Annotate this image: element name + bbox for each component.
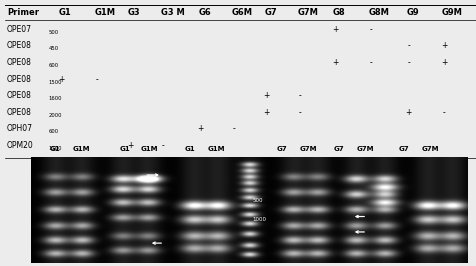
Text: G3: G3 <box>127 8 140 17</box>
Text: G7: G7 <box>333 146 343 152</box>
Text: OPH07: OPH07 <box>6 124 32 134</box>
Text: -: - <box>298 108 301 117</box>
Text: +: + <box>440 41 446 51</box>
Text: G1M: G1M <box>94 8 115 17</box>
Text: 600: 600 <box>49 63 59 68</box>
Text: G7M: G7M <box>299 146 316 152</box>
Text: +: + <box>440 58 446 67</box>
Text: G1: G1 <box>119 146 130 152</box>
Text: 2000: 2000 <box>49 113 62 118</box>
Text: 1600: 1600 <box>49 96 62 101</box>
Text: G7: G7 <box>398 146 408 152</box>
Text: G1M: G1M <box>208 146 225 152</box>
Text: -: - <box>232 124 235 134</box>
Text: G9: G9 <box>405 8 418 17</box>
Text: 450: 450 <box>49 47 59 51</box>
Text: G6: G6 <box>198 8 211 17</box>
Text: -: - <box>368 58 371 67</box>
Text: G8: G8 <box>332 8 345 17</box>
Text: 1000: 1000 <box>252 217 266 222</box>
Text: +: + <box>263 91 269 100</box>
Text: +: + <box>331 25 338 34</box>
Text: G7M: G7M <box>356 146 373 152</box>
Text: +: + <box>405 108 411 117</box>
Text: 600: 600 <box>49 129 59 134</box>
Text: 1500: 1500 <box>49 80 62 85</box>
Text: Primer: Primer <box>7 8 39 17</box>
Text: -: - <box>407 58 409 67</box>
Text: G7: G7 <box>276 146 287 152</box>
Text: -: - <box>95 75 98 84</box>
Text: OPE08: OPE08 <box>6 108 31 117</box>
Text: +: + <box>331 58 338 67</box>
Text: -: - <box>407 41 409 51</box>
Text: +: + <box>58 75 64 84</box>
Text: OPM20: OPM20 <box>6 141 33 150</box>
Text: OPE08: OPE08 <box>6 91 31 100</box>
Text: 500: 500 <box>49 30 59 35</box>
Text: -: - <box>298 91 301 100</box>
Text: G1: G1 <box>185 146 195 152</box>
Text: G1: G1 <box>50 146 60 152</box>
Text: OPE08: OPE08 <box>6 58 31 67</box>
Text: OPE07: OPE07 <box>6 25 31 34</box>
Text: G1M: G1M <box>72 146 90 152</box>
Text: +: + <box>127 141 133 150</box>
Text: -: - <box>368 25 371 34</box>
Text: G3 M: G3 M <box>160 8 184 17</box>
Text: G7: G7 <box>264 8 277 17</box>
Text: OPE08: OPE08 <box>6 41 31 51</box>
Text: +: + <box>263 108 269 117</box>
Text: G6M: G6M <box>231 8 252 17</box>
Text: 500: 500 <box>252 198 263 202</box>
Text: OPE08: OPE08 <box>6 75 31 84</box>
Text: G8M: G8M <box>367 8 388 17</box>
Text: G7M: G7M <box>421 146 438 152</box>
Text: +: + <box>197 124 204 134</box>
Text: -: - <box>442 108 445 117</box>
Text: -: - <box>161 141 164 150</box>
Text: G9M: G9M <box>441 8 462 17</box>
Text: G7M: G7M <box>297 8 318 17</box>
Text: G1M: G1M <box>141 146 158 152</box>
Text: 1100: 1100 <box>49 146 62 151</box>
Text: G1: G1 <box>59 8 72 17</box>
